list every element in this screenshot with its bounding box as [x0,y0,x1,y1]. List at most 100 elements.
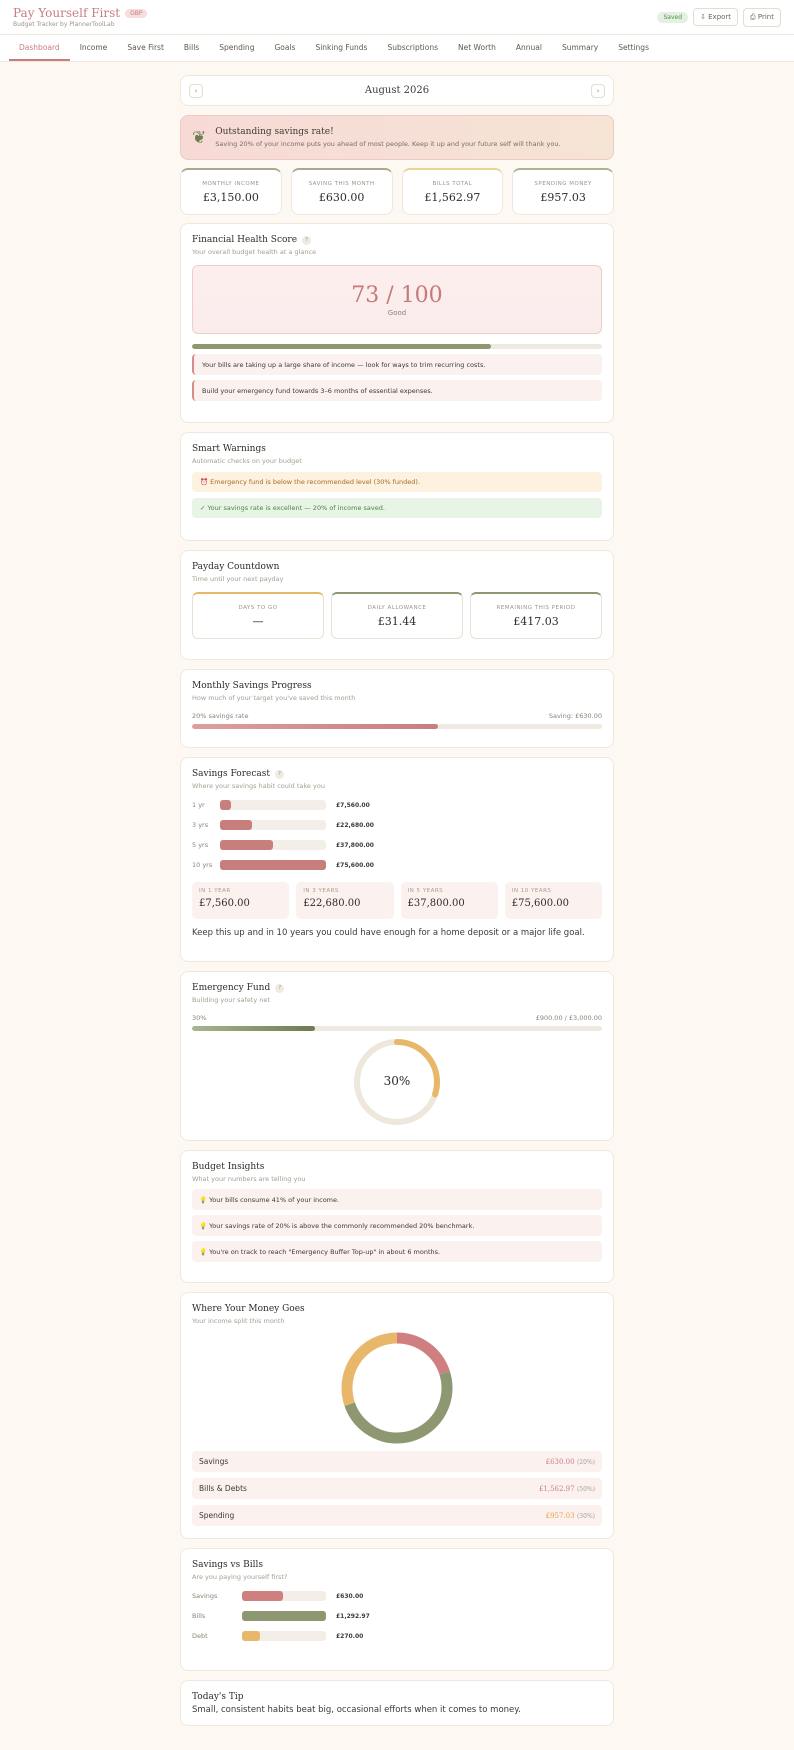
saved-status-badge: Saved [657,11,689,23]
count-label: DAILY ALLOWANCE [367,604,427,611]
payday-countdown-card: Payday Countdown Time until your next pa… [180,550,614,660]
bar-label: 5 yrs [192,841,209,849]
bar [220,840,273,850]
next-month-button[interactable]: › [590,83,605,98]
tab-bills[interactable]: Bills [183,42,200,52]
bar-track [242,1631,326,1641]
todays-tip-card: Today's Tip Small, consistent habits bea… [180,1680,614,1726]
forecast-bar-row: 1 yr £7,560.00 [192,800,602,810]
bar-track [220,860,326,870]
bar-value-label: £22,680.00 [336,821,374,829]
bar-label: Debt [192,1632,208,1640]
export-button[interactable]: ⇩ Export [693,8,739,26]
monthly-savings-progress-card: Monthly Savings Progress How much of you… [180,669,614,748]
tab-sinking-funds[interactable]: Sinking Funds [315,42,368,52]
legend-amount: £1,562.97 [538,1485,575,1493]
bar-label: Savings [192,1592,218,1600]
tab-net-worth[interactable]: Net Worth [457,42,496,52]
tab-save-first[interactable]: Save First [127,42,164,52]
count-remaining: REMAINING THIS PERIOD £417.03 [470,592,602,639]
forecast-card-value: £75,600.00 [511,898,570,909]
bar-label: 1 yr [192,801,205,809]
app-title: Pay Yourself First [13,6,121,20]
card-title: Savings Forecast [192,769,270,779]
printer-icon: ⎙ [750,12,756,21]
forecast-card-value: £37,800.00 [407,898,465,909]
emergency-progress-track [192,1026,602,1031]
savings-progress-fill [192,724,438,729]
help-icon[interactable]: ? [274,769,284,779]
donut-slice [341,1332,453,1444]
tab-subscriptions[interactable]: Subscriptions [387,42,438,52]
print-label: Print [757,12,774,21]
legend-name: Savings [199,1457,229,1466]
savings-progress-track [192,724,602,729]
emergency-fund-card: Emergency Fund? Building your safety net… [180,971,614,1141]
bar-value-label: £37,800.00 [336,841,374,849]
savings-vs-bills-row: Debt £270.00 [192,1631,602,1641]
tab-income[interactable]: Income [79,42,108,52]
health-progress-fill [192,344,492,349]
budget-insights-card: Budget Insights What your numbers are te… [180,1150,614,1283]
chevron-right-icon: › [596,86,600,95]
tab-spending[interactable]: Spending [219,42,255,52]
tab-goals[interactable]: Goals [274,42,296,52]
count-value: — [252,614,264,628]
stat-saving-this-month: SAVING THIS MONTH £630.00 [290,168,393,215]
tab-dashboard[interactable]: Dashboard [9,35,70,61]
bar [220,820,252,830]
bar-track [242,1611,326,1621]
bar-label: 10 yrs [192,861,213,869]
emergency-progress-fill [192,1026,315,1031]
stat-label: SAVING THIS MONTH [308,180,375,187]
forecast-bar-row: 3 yrs £22,680.00 [192,820,602,830]
health-score-label: Good [387,308,407,317]
bar-value-label: £75,600.00 [336,861,374,869]
chevron-left-icon: ‹ [194,86,198,95]
health-score-box: 73 / 100 Good [192,265,602,334]
savings-rate-label: 20% savings rate [192,712,249,720]
main-nav: Dashboard Income Save First Bills Spendi… [0,35,794,62]
financial-health-card: Financial Health Score? Your overall bud… [180,223,614,423]
bar-track [220,840,326,850]
app-subtitle: Budget Tracker by PlannerToolLab [13,21,115,28]
card-subtitle: Your income split this month [192,1317,285,1325]
forecast-chart: 1 yr £7,560.00 3 yrs £22,680.00 5 yrs £37,800… [192,800,602,870]
banner-title: Outstanding savings rate! [215,127,334,137]
help-icon[interactable]: ? [302,235,312,245]
tab-summary[interactable]: Summary [561,42,599,52]
stat-value: £630.00 [318,190,365,204]
insight-item: 💡 You're on track to reach "Emergency Bu… [192,1241,602,1262]
card-subtitle: Time until your next payday [192,575,284,583]
print-button[interactable]: ⎙ Print [743,7,781,27]
help-icon[interactable]: ? [275,983,285,993]
card-subtitle: Where your savings habit could take you [192,782,325,790]
emergency-ring-label: 30% [383,1074,411,1088]
stat-bills-total: BILLS TOTAL £1,562.97 [401,168,504,215]
card-subtitle: Your overall budget health at a glance [192,248,317,256]
stat-value: £1,562.97 [424,190,481,204]
card-subtitle: How much of your target you've saved thi… [192,694,356,702]
forecast-card: IN 5 YEARS £37,800.00 [400,882,498,919]
card-title: Payday Countdown [192,562,280,572]
currency-badge[interactable]: GBP [125,8,148,18]
tab-settings[interactable]: Settings [618,42,649,52]
emergency-pct-label: 30% [192,1014,207,1022]
forecast-card: IN 10 YEARS £75,600.00 [504,882,602,919]
health-progress-track [192,344,602,349]
stat-label: BILLS TOTAL [432,180,473,187]
card-title: Savings vs Bills [192,1560,263,1570]
money-donut-chart [341,1332,453,1444]
tab-annual[interactable]: Annual [515,42,542,52]
prev-month-button[interactable]: ‹ [189,83,203,98]
bar-value-label: £630.00 [336,1592,364,1600]
emergency-amount-label: £900.00 / £3,000.00 [535,1014,602,1022]
brand: Pay Yourself First GBP Budget Tracker by… [13,6,148,28]
count-value: £31.44 [377,614,417,628]
month-selector: ‹ August 2026 › [180,75,614,106]
count-days-to-go: DAYS TO GO — [192,592,324,639]
legend-row-bills: Bills & Debts £1,562.97 (50%) [192,1478,602,1499]
bar-value-label: £7,560.00 [336,801,370,809]
warning-item: ✓ Your savings rate is excellent — 20% o… [192,498,602,518]
insight-item: 💡 Your savings rate of 20% is above the … [192,1215,602,1236]
